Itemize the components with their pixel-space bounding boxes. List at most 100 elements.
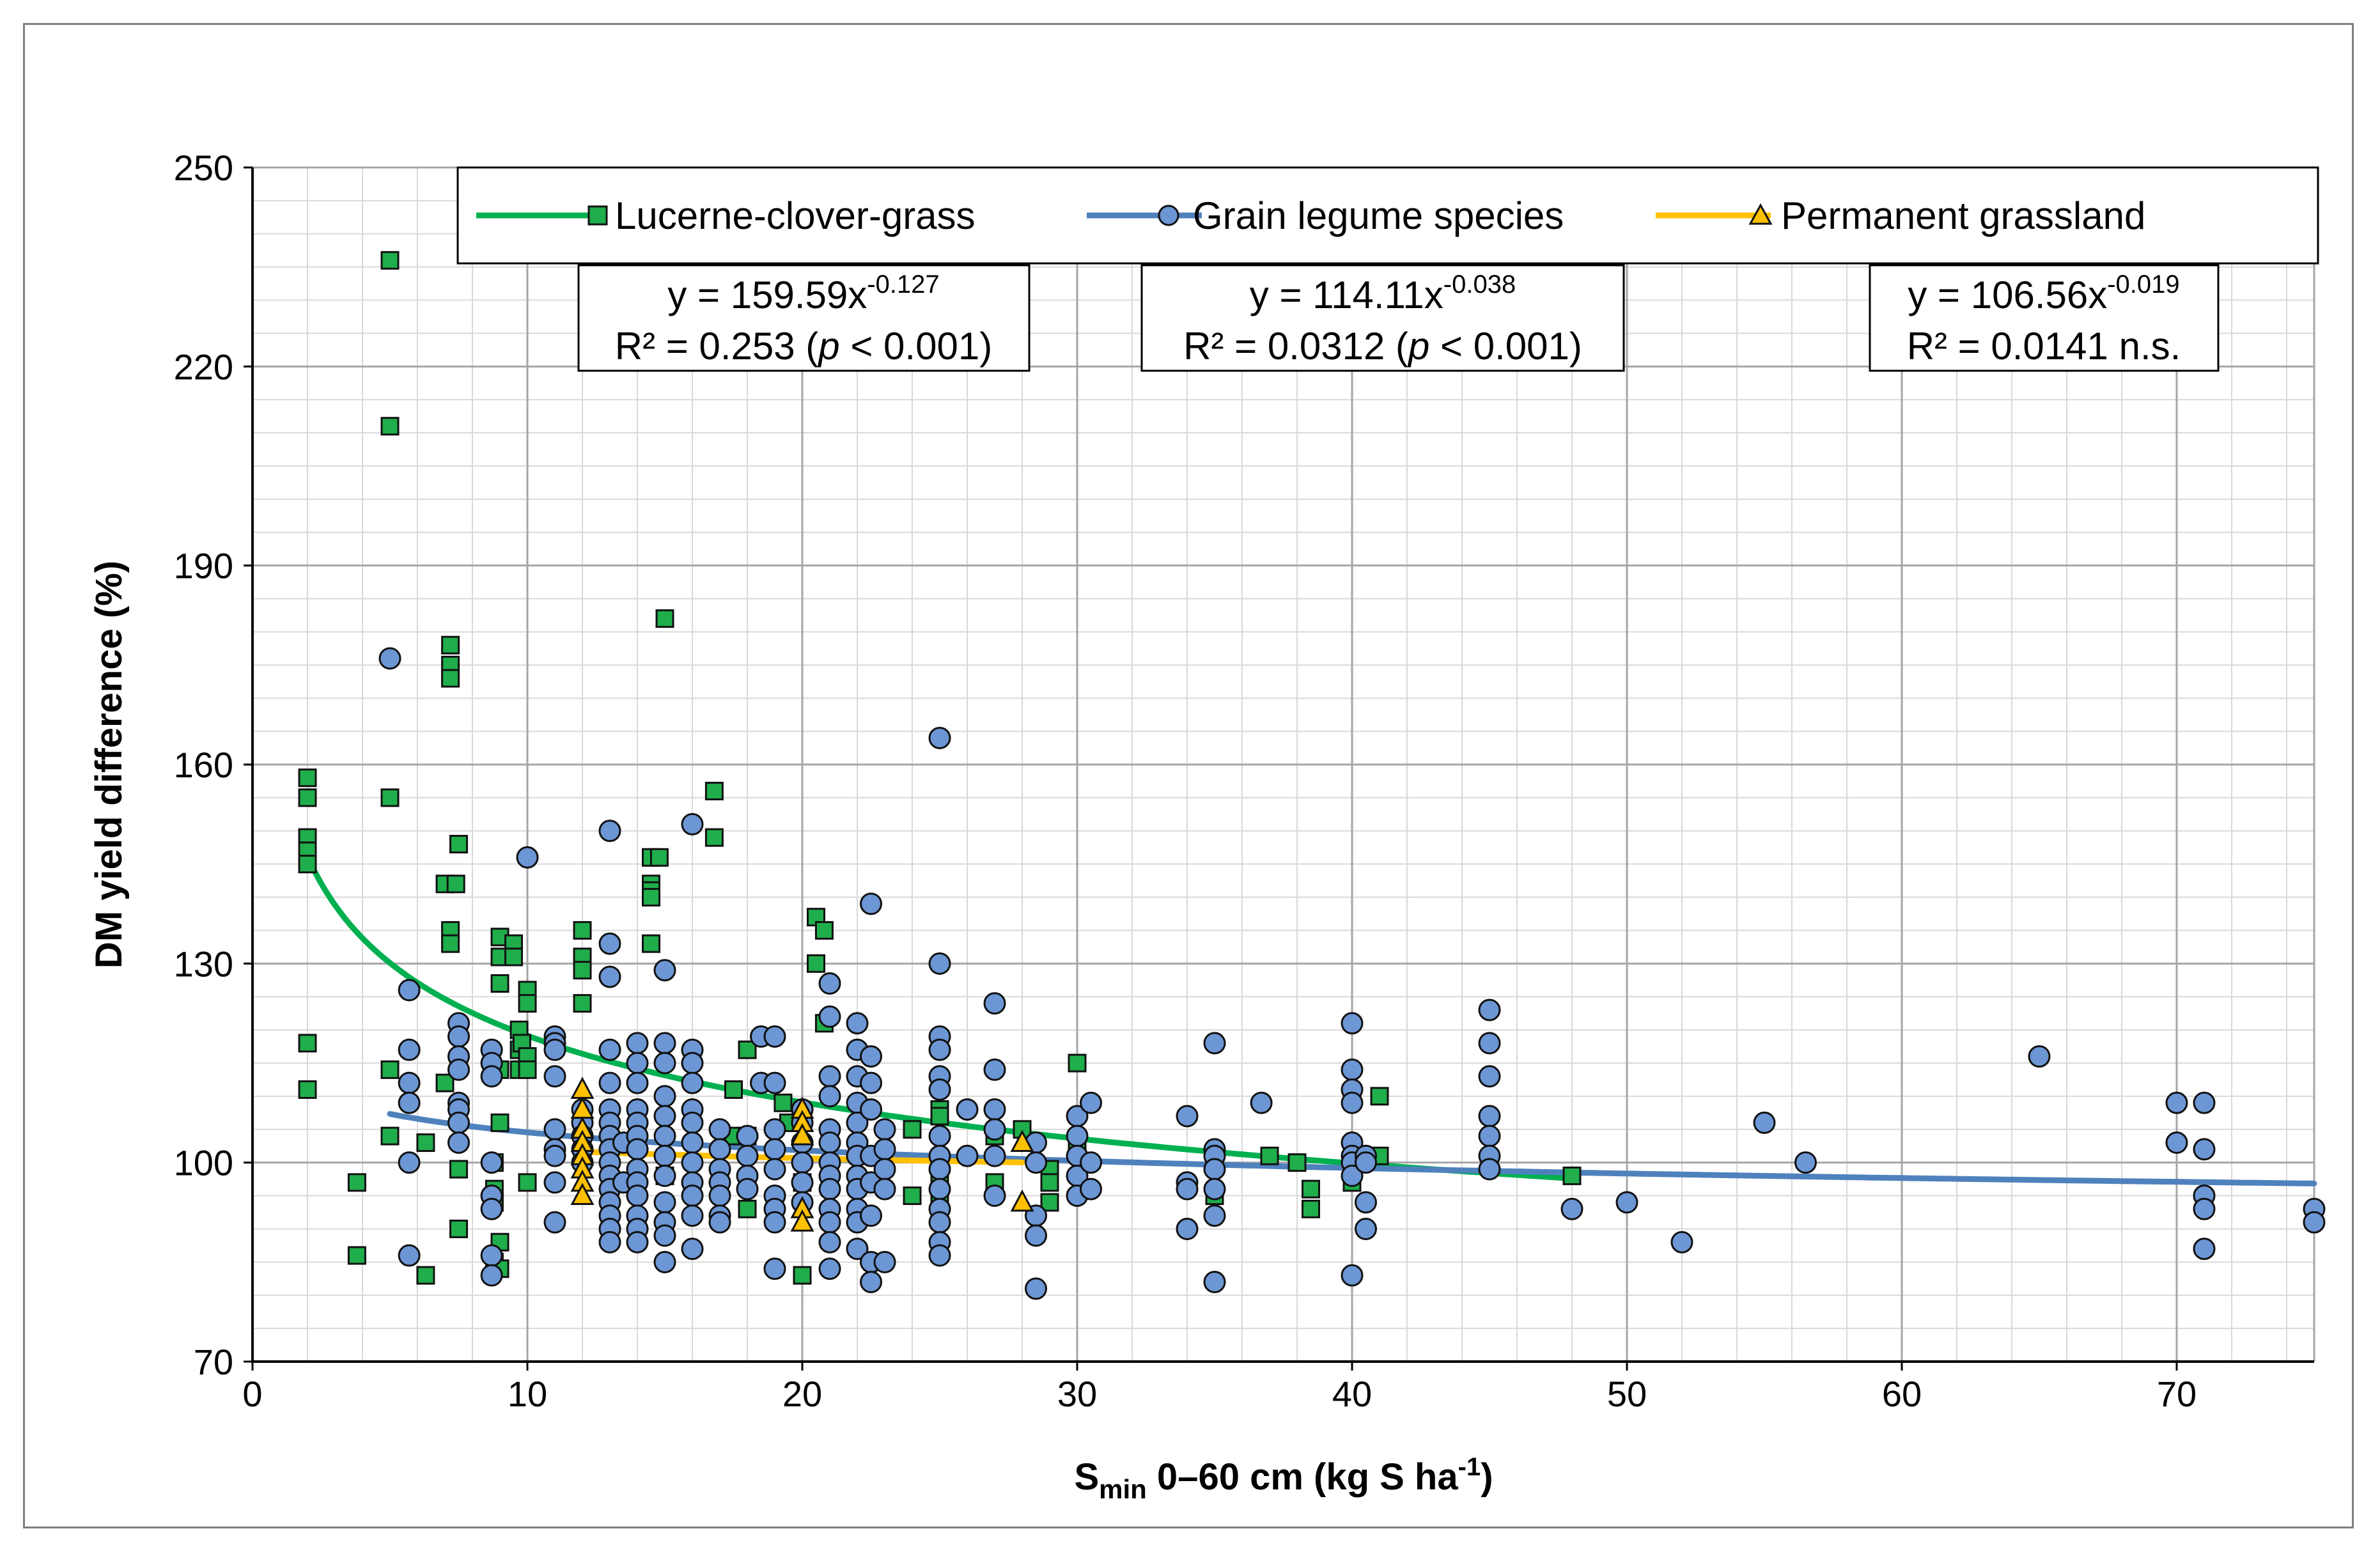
lucerne-point xyxy=(704,782,724,801)
grain-legume-point xyxy=(860,1270,882,1293)
equation-grain-r2-p: p xyxy=(1407,325,1429,368)
equation-lucerne-y: y = 159.59x xyxy=(667,274,867,316)
grain-legume-point xyxy=(818,1065,841,1088)
grain-legume-point xyxy=(1355,1217,1377,1240)
y-tick-label: 250 xyxy=(174,148,233,188)
grain-legume-point xyxy=(626,1071,649,1094)
grain-legume-point xyxy=(763,1211,786,1234)
grain-legume-point xyxy=(956,1144,979,1167)
grain-legume-point xyxy=(983,992,1006,1015)
x-tick-label: 40 xyxy=(1332,1374,1372,1414)
grain-legume-point xyxy=(516,846,539,869)
grain-legume-point xyxy=(791,1151,814,1174)
lucerne-point xyxy=(738,1199,757,1218)
grain-legume-point xyxy=(2165,1131,2188,1154)
equation-perm-exp: -0.019 xyxy=(2107,270,2179,299)
y-tick-label: 220 xyxy=(174,346,233,387)
grain-legume-point xyxy=(398,1244,421,1267)
equation-lucerne: y = 159.59x-0.127 R² = 0.253 (p < 0.001) xyxy=(577,264,1031,372)
equation-grain-y: y = 114.11x xyxy=(1250,274,1443,316)
y-tick-label: 160 xyxy=(174,745,233,785)
grain-legume-point xyxy=(681,1071,704,1094)
grain-legume-point xyxy=(1560,1197,1583,1220)
lucerne-point xyxy=(416,1133,435,1153)
grain-legume-point xyxy=(1478,1158,1501,1181)
grain-legume-point xyxy=(398,1151,421,1174)
grain-legume-point xyxy=(543,1171,566,1194)
grain-legume-point xyxy=(1753,1111,1776,1134)
lucerne-point xyxy=(347,1173,366,1192)
grain-legume-point xyxy=(681,1238,704,1261)
grain-legume-point xyxy=(543,1144,566,1167)
grain-legume-point xyxy=(398,1038,421,1061)
lucerne-point xyxy=(298,1080,317,1099)
lucerne-point xyxy=(446,874,465,894)
legend-perm-label: Permanent grassland xyxy=(1781,194,2145,237)
lucerne-point xyxy=(655,609,674,628)
x-tick-label: 60 xyxy=(1882,1374,1922,1414)
grain-legume-point xyxy=(846,1012,869,1035)
lucerne-point xyxy=(449,1219,468,1238)
grain-legume-point xyxy=(653,1224,676,1247)
grain-legume-point xyxy=(860,1204,882,1227)
grain-legume-point xyxy=(598,932,621,955)
axes xyxy=(244,166,2314,1371)
x-axis-title: Smin 0–60 cm (kg S ha-1) xyxy=(1074,1453,1493,1504)
grain-legume-point xyxy=(598,1231,621,1254)
grain-legume-point xyxy=(928,1158,951,1181)
equation-lucerne-box xyxy=(577,264,1031,372)
grain-legume-point xyxy=(860,1098,882,1121)
x-tick-label: 70 xyxy=(2157,1374,2197,1414)
grain-legume-point xyxy=(543,1038,566,1061)
permanent-grassland-point xyxy=(570,1183,595,1206)
data-points xyxy=(298,251,2326,1300)
grain-legume-point xyxy=(626,1052,649,1075)
permanent-grassland-point xyxy=(790,1209,814,1232)
lucerne-point xyxy=(573,921,592,940)
lucerne-point xyxy=(704,828,724,847)
y-tick-label: 190 xyxy=(174,546,233,586)
grain-legume-point xyxy=(1341,1164,1364,1187)
grain-legume-point xyxy=(598,1038,621,1061)
grain-legume-point xyxy=(681,1151,704,1174)
legend-box xyxy=(456,166,2319,265)
lucerne-point xyxy=(347,1246,366,1265)
tick-labels: 70 100 130 160 190 220 250 0 10 20 30 40 50 60 70 xyxy=(174,148,2197,1414)
grain-legume-point xyxy=(708,1118,731,1141)
grain-legume-point xyxy=(736,1144,759,1167)
grain-legume-point xyxy=(2193,1197,2216,1220)
lucerne-point xyxy=(504,947,523,967)
grain-legume-point xyxy=(1250,1091,1273,1114)
grain-legume-point xyxy=(1025,1224,1047,1247)
equation-lucerne-r2-p: p xyxy=(817,325,839,368)
x-axis-title-prefix: S xyxy=(1074,1456,1099,1498)
grain-legume-point xyxy=(447,1131,470,1154)
grain-legume-point xyxy=(626,1138,649,1161)
x-tick-label: 0 xyxy=(242,1374,262,1414)
lucerne-point xyxy=(573,961,592,980)
lucerne-point xyxy=(441,635,460,655)
grain-legume-point xyxy=(928,952,951,975)
grain-legume-point xyxy=(653,1144,676,1167)
grain-legume-point xyxy=(736,1177,759,1200)
grain-legume-point xyxy=(1478,998,1501,1022)
equation-lucerne-r2-b: < 0.001) xyxy=(840,325,993,368)
equation-perm-box xyxy=(1869,264,2220,372)
grain-legume-point xyxy=(480,1065,503,1088)
grain-legume-point xyxy=(2193,1091,2216,1114)
grain-legume-point xyxy=(1203,1204,1226,1227)
grain-legume-point xyxy=(681,1204,704,1227)
equation-grain-exp: -0.038 xyxy=(1443,270,1516,299)
grain-legume-point xyxy=(653,1124,676,1147)
grain-legume-point xyxy=(1341,1091,1364,1114)
grain-legume-point xyxy=(1615,1191,1638,1214)
grain-legume-point xyxy=(398,1071,421,1094)
grain-legume-point xyxy=(653,1164,676,1187)
grain-legume-point xyxy=(1176,1177,1199,1200)
lucerne-point xyxy=(738,1040,757,1059)
lucerne-point xyxy=(490,974,509,993)
x-tick-label: 20 xyxy=(782,1374,822,1414)
grain-legume-point xyxy=(818,1005,841,1028)
grain-legume-point xyxy=(873,1138,896,1161)
lucerne-point xyxy=(1562,1166,1582,1185)
